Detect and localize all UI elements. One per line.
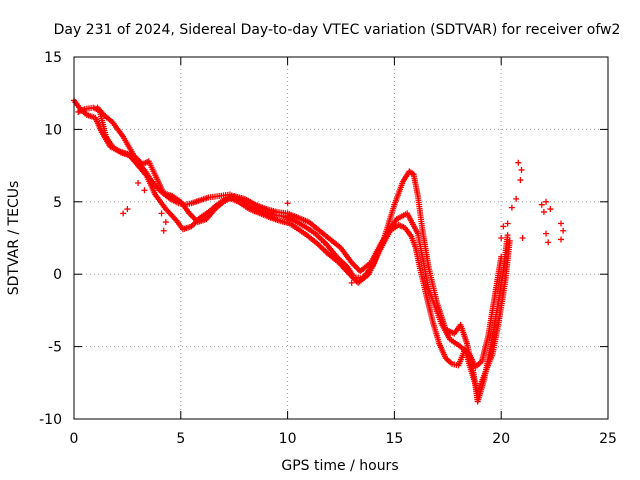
data-point <box>540 208 547 215</box>
y-tick-label: 0 <box>53 267 62 283</box>
data-point <box>158 210 165 217</box>
data-point <box>515 159 522 166</box>
y-tick-label: -5 <box>48 340 62 356</box>
data-points <box>71 97 567 405</box>
data-point <box>135 179 142 186</box>
y-tick-label: 10 <box>44 122 62 138</box>
plot-frame <box>73 56 609 420</box>
x-tick-label: 15 <box>385 431 403 447</box>
data-point <box>558 220 565 227</box>
y-axis-label: SDTVAR / TECUs <box>6 181 22 296</box>
data-point <box>517 177 524 184</box>
data-point <box>560 227 567 234</box>
data-point <box>558 236 565 243</box>
data-point <box>320 239 327 246</box>
data-point <box>508 204 515 211</box>
x-tick-label: 10 <box>279 431 297 447</box>
x-axis-label: GPS time / hours <box>281 458 398 474</box>
data-point <box>348 279 355 286</box>
x-tick-label: 25 <box>599 431 617 447</box>
data-point <box>124 206 131 213</box>
data-point <box>545 239 552 246</box>
data-point <box>518 166 525 173</box>
data-point <box>329 252 336 259</box>
data-point <box>506 237 513 244</box>
data-point <box>162 219 169 226</box>
data-point <box>500 223 507 230</box>
data-point <box>498 235 505 241</box>
y-tick-label: -10 <box>39 412 62 428</box>
y-tick-label: 15 <box>44 50 62 66</box>
data-point <box>120 210 127 217</box>
data-point <box>504 232 511 239</box>
chart-title: Day 231 of 2024, Sidereal Day-to-day VTE… <box>54 22 621 38</box>
x-tick-label: 20 <box>492 431 510 447</box>
y-tick-label: 5 <box>53 195 62 211</box>
data-point <box>160 227 167 234</box>
data-point <box>543 198 550 205</box>
data-point <box>498 253 505 260</box>
data-point <box>504 220 511 227</box>
x-tick-label: 0 <box>70 431 79 447</box>
data-point <box>513 195 520 202</box>
data-point <box>519 235 526 241</box>
data-point <box>141 187 148 194</box>
data-point <box>284 200 291 207</box>
data-point <box>543 230 550 237</box>
axis-ticks: 0 5 10 15 20 25 -10 -5 0 5 10 15 <box>39 50 617 447</box>
x-tick-label: 5 <box>176 431 185 447</box>
data-point <box>547 206 554 213</box>
data-point <box>538 201 545 208</box>
